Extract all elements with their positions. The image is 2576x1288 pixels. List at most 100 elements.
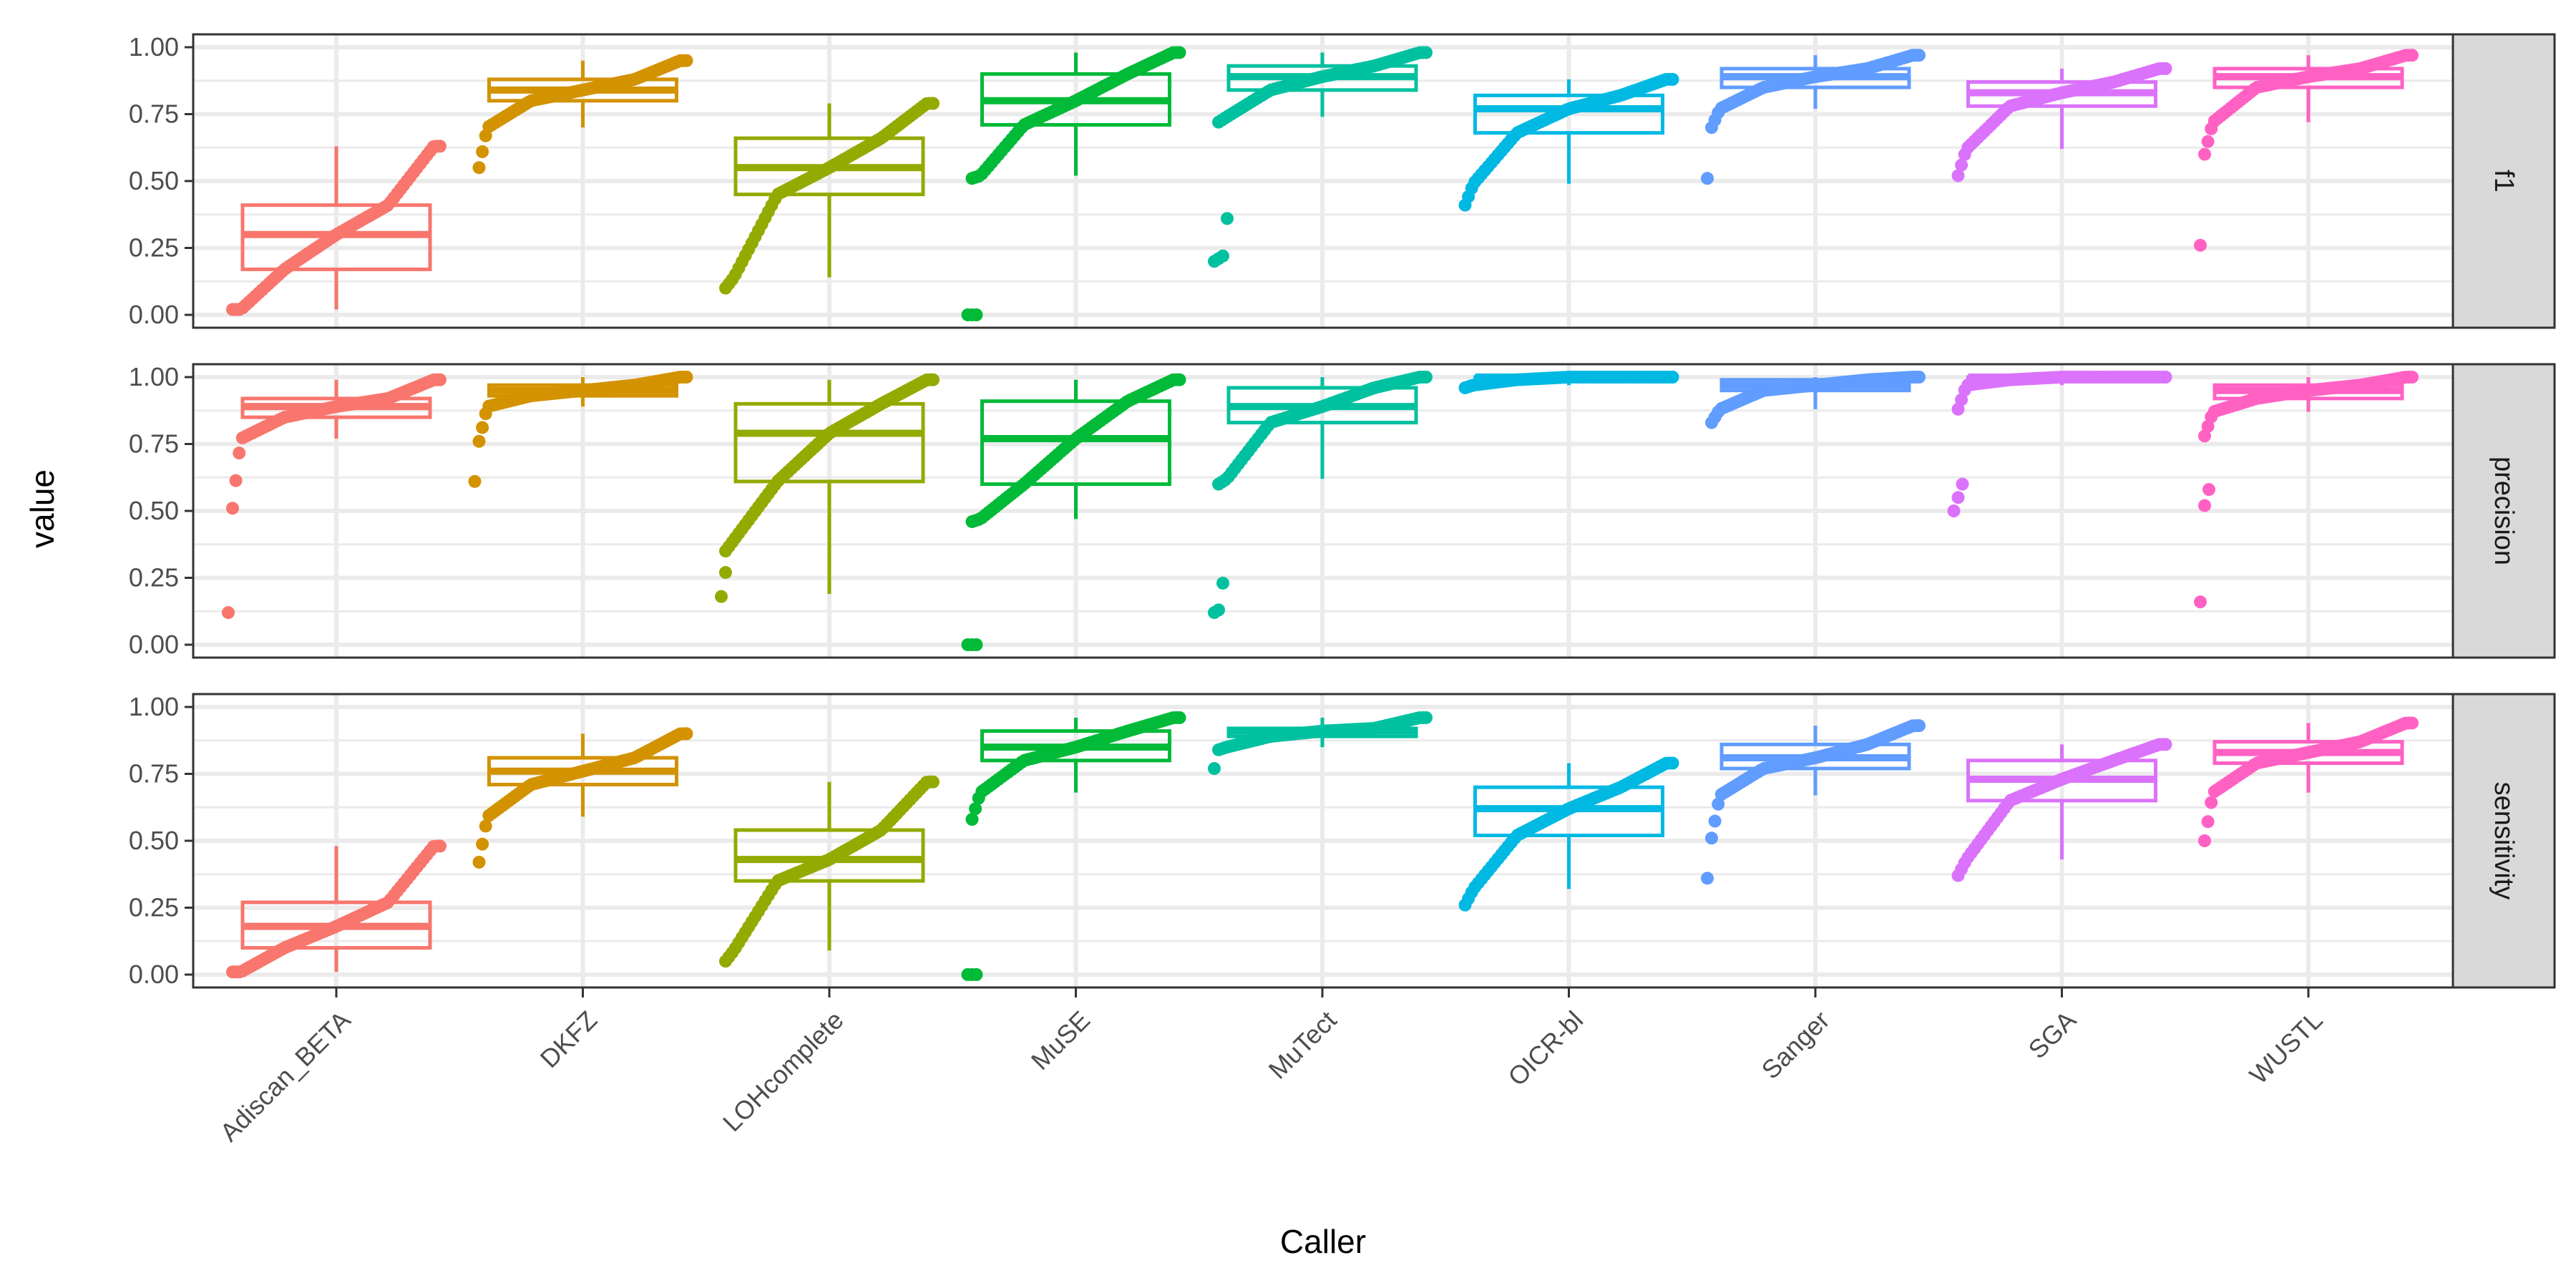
y-tick-label: 0.75 bbox=[129, 99, 179, 129]
y-tick-label: 0.75 bbox=[129, 429, 179, 459]
points-WUSTL bbox=[2198, 716, 2419, 847]
outlier-point bbox=[1951, 491, 1965, 504]
data-point bbox=[2198, 834, 2211, 847]
data-point bbox=[2159, 738, 2172, 751]
data-point bbox=[927, 373, 940, 386]
outlier-point bbox=[2194, 595, 2207, 609]
data-point bbox=[680, 371, 693, 384]
box-Adiscan_BETA bbox=[226, 373, 447, 515]
points-LOHcomplete bbox=[719, 775, 940, 968]
outlier-point bbox=[970, 308, 983, 321]
box-WUSTL bbox=[2198, 371, 2419, 443]
data-point bbox=[1666, 756, 1679, 770]
outlier-point bbox=[1216, 249, 1229, 263]
x-axis-title: Caller bbox=[1280, 1223, 1366, 1260]
data-point bbox=[434, 839, 447, 853]
data-point bbox=[1173, 711, 1186, 724]
points-MuTect bbox=[1212, 371, 1433, 491]
points-Adiscan_BETA bbox=[226, 373, 447, 515]
data-point bbox=[434, 140, 447, 153]
points-WUSTL bbox=[2198, 371, 2419, 443]
outlier-point bbox=[1212, 603, 1225, 617]
panel-sensitivity: 0.00 0.25 0.50 0.75 1.00 sensitivity bbox=[129, 692, 2556, 989]
points-SGA bbox=[1951, 371, 2172, 416]
data-point bbox=[1951, 169, 1965, 182]
outlier-point bbox=[1947, 504, 1961, 517]
outlier-point bbox=[1221, 212, 1234, 225]
data-point bbox=[476, 421, 489, 434]
y-tick-label: 1.00 bbox=[129, 692, 179, 721]
data-point bbox=[1705, 831, 1718, 845]
points-DKFZ bbox=[472, 54, 693, 175]
data-point bbox=[472, 161, 486, 175]
panel-precision: 0.00 0.25 0.50 0.75 1.00 precision bbox=[129, 362, 2556, 659]
points-OICR-bl bbox=[1458, 756, 1679, 912]
data-point bbox=[226, 502, 239, 515]
data-point bbox=[472, 855, 486, 869]
box-SGA bbox=[1951, 371, 2172, 416]
outlier-point bbox=[1701, 872, 1714, 885]
data-point bbox=[680, 54, 693, 67]
y-tick-label: 1.00 bbox=[129, 362, 179, 391]
outlier-point bbox=[1701, 172, 1714, 185]
y-tick-label: 0.50 bbox=[129, 496, 179, 525]
data-point bbox=[927, 775, 940, 789]
box-iqr bbox=[733, 828, 925, 883]
data-point bbox=[2201, 815, 2215, 829]
data-point bbox=[1420, 46, 1433, 59]
points-OICR-bl bbox=[1458, 72, 1679, 212]
points-WUSTL bbox=[2198, 49, 2419, 161]
outlier-point bbox=[719, 566, 732, 580]
outlier-point bbox=[1216, 576, 1229, 590]
box-OICR-bl bbox=[1458, 72, 1679, 212]
outlier-point bbox=[468, 474, 482, 488]
facet-strip bbox=[2451, 33, 2556, 329]
box-Sanger bbox=[1705, 719, 1926, 845]
box-WUSTL bbox=[2198, 49, 2419, 161]
outlier-point bbox=[1956, 477, 1969, 491]
points-LOHcomplete bbox=[719, 373, 940, 558]
data-point bbox=[2205, 796, 2218, 809]
y-tick-label: 0.25 bbox=[129, 893, 179, 922]
box-LOHcomplete bbox=[719, 97, 940, 295]
outlier-point bbox=[2194, 238, 2207, 252]
data-point bbox=[1913, 371, 1926, 384]
data-point bbox=[680, 727, 693, 741]
points-DKFZ bbox=[472, 727, 693, 869]
y-tick-label: 0.25 bbox=[129, 563, 179, 592]
points-Sanger bbox=[1705, 49, 1926, 135]
facet-strip bbox=[2451, 693, 2556, 989]
points-MuSE bbox=[965, 46, 1186, 185]
outlier-point bbox=[2202, 483, 2215, 497]
box-iqr bbox=[1473, 93, 1664, 135]
outlier-point bbox=[970, 968, 983, 981]
data-point bbox=[2406, 371, 2419, 384]
points-MuTect bbox=[1212, 711, 1433, 756]
box-iqr bbox=[733, 401, 925, 484]
box-Adiscan_BETA bbox=[226, 839, 447, 979]
points-OICR-bl bbox=[1458, 371, 1679, 394]
box-DKFZ bbox=[472, 371, 693, 448]
data-point bbox=[2159, 371, 2172, 384]
box-MuSE bbox=[965, 46, 1186, 185]
points-MuSE bbox=[965, 373, 1186, 528]
data-point bbox=[965, 813, 979, 826]
data-point bbox=[2159, 62, 2172, 75]
box-Adiscan_BETA bbox=[226, 140, 447, 316]
box-SGA bbox=[1951, 62, 2172, 182]
data-point bbox=[2198, 147, 2211, 161]
box-Sanger bbox=[1705, 49, 1926, 135]
data-point bbox=[2201, 135, 2215, 148]
points-DKFZ bbox=[472, 371, 693, 448]
data-point bbox=[1913, 49, 1926, 62]
data-point bbox=[927, 97, 940, 110]
facet-label-sensitivity: sensitivity bbox=[2489, 782, 2519, 900]
box-MuTect bbox=[1212, 711, 1433, 756]
outlier-point bbox=[222, 606, 235, 620]
points-Sanger bbox=[1705, 371, 1926, 429]
outlier-point bbox=[970, 638, 983, 651]
box-DKFZ bbox=[472, 727, 693, 869]
points-MuTect bbox=[1212, 46, 1433, 129]
points-LOHcomplete bbox=[719, 97, 940, 295]
